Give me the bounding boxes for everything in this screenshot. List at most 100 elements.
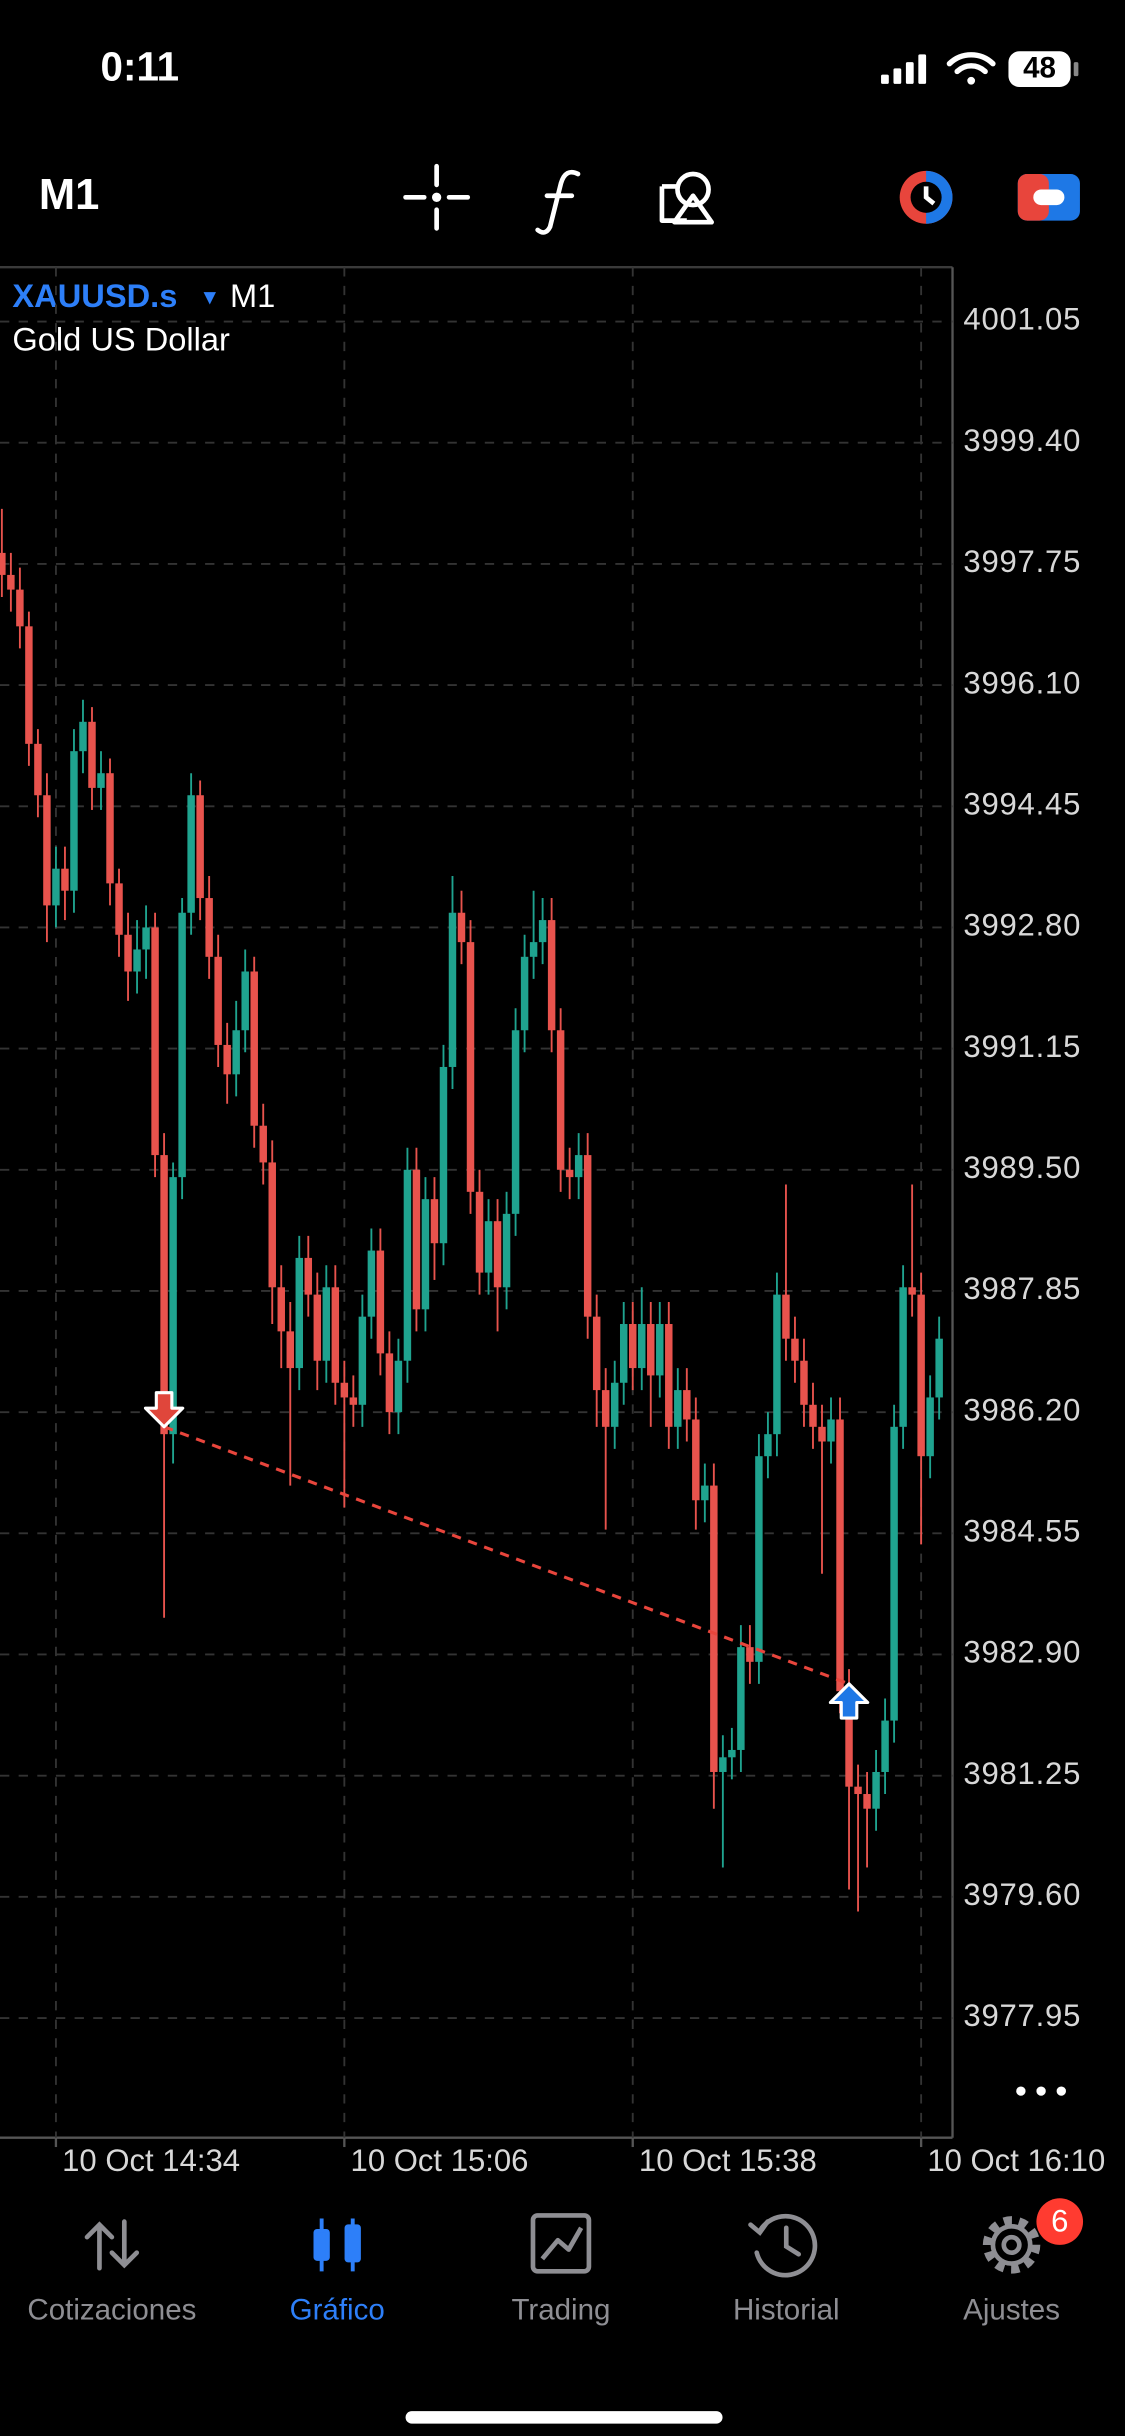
candle-body xyxy=(583,1155,592,1317)
objects-button[interactable] xyxy=(659,171,715,225)
candle-body xyxy=(899,1287,907,1427)
candle-body xyxy=(872,1771,880,1809)
candle-body xyxy=(890,1426,898,1721)
x-tick-label: 10 Oct 15:38 xyxy=(639,2143,817,2178)
symbol-dropdown[interactable] xyxy=(203,292,216,305)
candle-body xyxy=(466,942,475,1192)
quotes-icon[interactable] xyxy=(84,2219,140,2271)
candle-body xyxy=(394,1360,403,1413)
tab-label[interactable]: Historial xyxy=(733,2294,840,2327)
tab-label[interactable]: Gráfico xyxy=(290,2294,385,2327)
trade-button[interactable] xyxy=(899,170,953,224)
history-icon[interactable] xyxy=(748,2213,818,2278)
candle-body xyxy=(340,1382,349,1398)
candle-body xyxy=(502,1213,511,1288)
candle-body xyxy=(106,773,114,884)
badge-count: 6 xyxy=(1051,2203,1068,2238)
candle-body xyxy=(7,574,15,590)
candle-body xyxy=(809,1404,817,1427)
candle-body xyxy=(313,1294,322,1361)
candle-body xyxy=(448,912,457,1067)
candle-body xyxy=(656,1324,664,1376)
candle-body xyxy=(52,868,60,906)
candle-body xyxy=(133,949,141,972)
candle-body xyxy=(277,1287,285,1332)
candle-body xyxy=(385,1353,394,1413)
settings-icon[interactable] xyxy=(982,2216,1041,2274)
more-button[interactable] xyxy=(1016,2086,1066,2096)
candle-body xyxy=(439,1066,448,1244)
candle-body xyxy=(142,927,150,950)
candle-body xyxy=(791,1338,799,1361)
trading-icon[interactable] xyxy=(530,2213,592,2274)
chart-symbol[interactable]: XAUUSD.s xyxy=(12,277,177,314)
candle-body xyxy=(935,1338,943,1398)
y-tick-label: 3997.75 xyxy=(963,544,1081,579)
candle-body xyxy=(475,1191,484,1273)
one-click-button[interactable] xyxy=(1017,174,1080,221)
candle-body xyxy=(565,1169,574,1178)
chart-description: Gold US Dollar xyxy=(12,320,230,357)
candle-body xyxy=(169,1177,177,1435)
candle-body xyxy=(322,1287,331,1361)
candle-body xyxy=(367,1250,376,1317)
y-tick-label: 3987.85 xyxy=(963,1271,1081,1306)
candle-body xyxy=(178,912,186,1178)
y-tick-label: 3991.15 xyxy=(963,1029,1081,1064)
chart[interactable] xyxy=(0,266,954,2139)
timeframe-button[interactable]: M1 xyxy=(39,171,99,219)
candle-body xyxy=(205,898,213,957)
y-tick-label: 3986.20 xyxy=(963,1392,1081,1427)
candle-body xyxy=(818,1426,826,1442)
candle-body xyxy=(79,721,87,752)
x-tick-label: 10 Oct 15:06 xyxy=(351,2143,529,2178)
crosshair-button[interactable] xyxy=(403,163,471,231)
candle-body xyxy=(638,1324,646,1369)
candle-body xyxy=(592,1316,601,1391)
candle-body xyxy=(223,1044,231,1075)
candle-body xyxy=(196,795,204,899)
chart-icon[interactable] xyxy=(313,2218,361,2272)
signal-icon xyxy=(881,54,927,84)
candle-body xyxy=(665,1324,673,1427)
chart-timeframe: M1 xyxy=(230,277,275,314)
candle-body xyxy=(836,1419,844,1692)
candle-body xyxy=(349,1397,358,1405)
candle-body xyxy=(70,751,78,891)
trade-line xyxy=(163,1425,850,1686)
status-time: 0:11 xyxy=(101,44,180,90)
x-tick-label: 10 Oct 14:34 xyxy=(62,2143,240,2178)
trade-arrow xyxy=(143,1391,185,1429)
candle-body xyxy=(674,1390,682,1427)
candle-body xyxy=(412,1169,421,1310)
tab-label[interactable]: Trading xyxy=(511,2294,610,2327)
candle-body xyxy=(692,1419,700,1501)
candle-body xyxy=(187,795,195,913)
candle-body xyxy=(926,1397,934,1457)
candle-body xyxy=(845,1691,853,1787)
candle-body xyxy=(124,934,132,972)
candle-body xyxy=(61,868,69,891)
candle-body xyxy=(764,1434,772,1457)
candle-body xyxy=(619,1324,628,1383)
tab-label[interactable]: Ajustes xyxy=(963,2294,1060,2327)
candle-body xyxy=(556,1030,565,1170)
battery-tip xyxy=(1073,62,1079,77)
y-tick-label: 3977.95 xyxy=(963,1998,1081,2033)
candle-body xyxy=(421,1199,430,1310)
indicators-button[interactable] xyxy=(535,169,581,235)
candle-body xyxy=(43,795,51,906)
tab-label[interactable]: Cotizaciones xyxy=(27,2294,196,2327)
y-tick-label: 3981.25 xyxy=(963,1756,1081,1791)
candle-body xyxy=(25,626,33,744)
candle-body xyxy=(746,1647,754,1662)
plot xyxy=(0,267,953,2138)
candle-body xyxy=(755,1456,763,1662)
candle-body xyxy=(629,1324,637,1369)
candle-body xyxy=(484,1221,493,1273)
candle-body xyxy=(0,552,6,575)
candle-body xyxy=(358,1316,367,1405)
candle-body xyxy=(88,721,96,788)
candle-body xyxy=(376,1250,385,1354)
